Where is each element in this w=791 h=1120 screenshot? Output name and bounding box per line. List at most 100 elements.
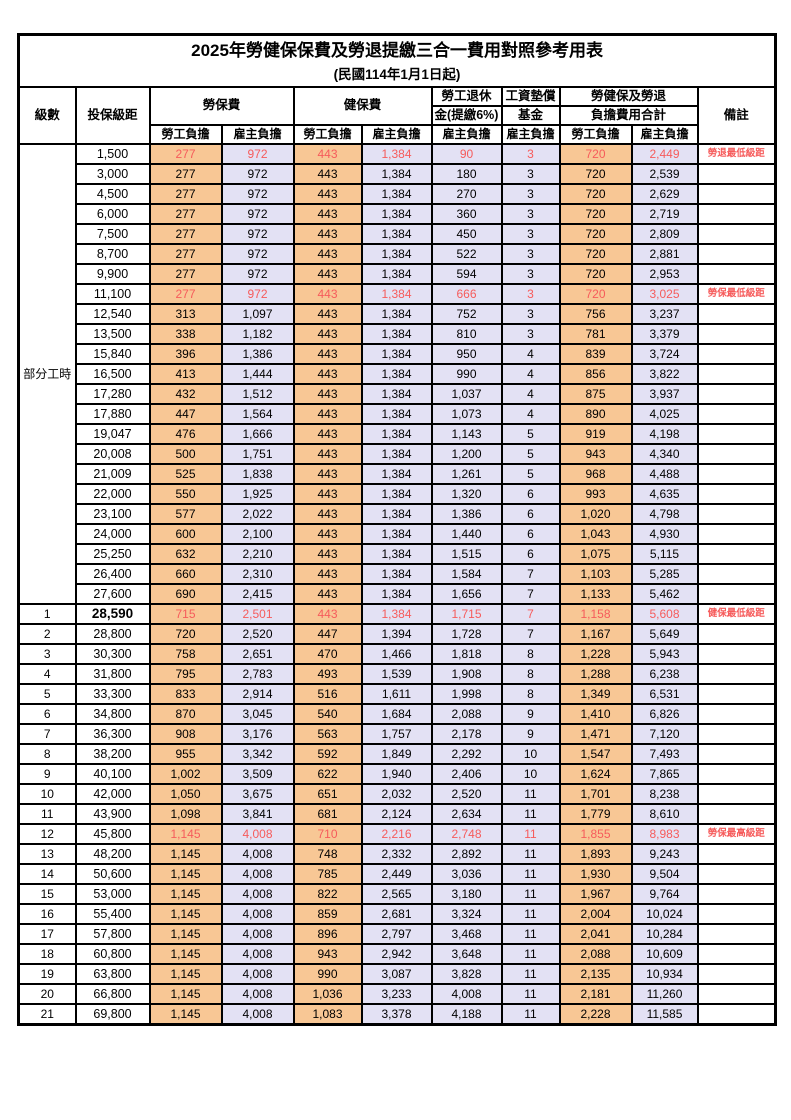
cell-health-employee: 943 bbox=[292, 942, 363, 965]
cell-pension-employer: 2,178 bbox=[430, 722, 503, 745]
cell-total-employee: 856 bbox=[558, 362, 633, 385]
cell-pension-employer: 594 bbox=[430, 262, 503, 285]
cell-bracket: 17,880 bbox=[74, 402, 151, 425]
col-header-wage-fund-line1: 工資墊償 bbox=[500, 85, 561, 107]
col-header-health-fee: 健保費 bbox=[292, 85, 433, 126]
cell-total-employer: 10,609 bbox=[630, 942, 699, 965]
cell-health-employer: 2,681 bbox=[360, 902, 433, 925]
cell-health-employee: 681 bbox=[292, 802, 363, 825]
cell-pension-employer: 990 bbox=[430, 362, 503, 385]
cell-note bbox=[696, 982, 777, 1005]
fee-comparison-table: 2025年勞健保保費及勞退提繳三合一費用對照參考用表 (民國114年1月1日起)… bbox=[17, 33, 778, 1026]
cell-health-employer: 2,797 bbox=[360, 922, 433, 945]
cell-total-employee: 2,135 bbox=[558, 962, 633, 985]
cell-labor-employer: 2,415 bbox=[220, 582, 295, 605]
cell-health-employer: 1,384 bbox=[360, 282, 433, 305]
cell-health-employer: 1,384 bbox=[360, 382, 433, 405]
table-row: 22,000 550 1,925 443 1,384 1,320 6 993 4,635 bbox=[19, 482, 777, 505]
cell-wage-fund-employer: 3 bbox=[500, 142, 561, 165]
cell-labor-employer: 4,008 bbox=[220, 862, 295, 885]
cell-health-employer: 1,684 bbox=[360, 702, 433, 725]
cell-total-employee: 839 bbox=[558, 342, 633, 365]
cell-pension-employer: 1,261 bbox=[430, 462, 503, 485]
table-title-block: 2025年勞健保保費及勞退提繳三合一費用對照參考用表 (民國114年1月1日起) bbox=[17, 33, 777, 88]
cell-wage-fund-employer: 5 bbox=[500, 442, 561, 465]
cell-health-employer: 1,384 bbox=[360, 542, 433, 565]
cell-bracket: 57,800 bbox=[74, 922, 151, 945]
cell-note bbox=[696, 362, 777, 385]
table-row: 5 33,300 833 2,914 516 1,611 1,998 8 1,349 6,531 bbox=[17, 682, 777, 705]
cell-total-employer: 4,798 bbox=[630, 502, 699, 525]
cell-bracket: 60,800 bbox=[74, 942, 151, 965]
cell-total-employee: 1,075 bbox=[558, 542, 633, 565]
col-header-bracket: 投保級距 bbox=[74, 85, 151, 145]
cell-bracket: 23,100 bbox=[74, 502, 151, 525]
cell-level: 15 bbox=[17, 882, 77, 905]
table-row: 2 28,800 720 2,520 447 1,394 1,728 7 1,167 5,649 bbox=[17, 622, 777, 645]
cell-pension-employer: 270 bbox=[430, 182, 503, 205]
table-row: 21 69,800 1,145 4,008 1,083 3,378 4,188 11 2,228… bbox=[17, 1002, 777, 1025]
cell-bracket: 9,900 bbox=[74, 262, 151, 285]
cell-labor-employee: 1,145 bbox=[148, 1002, 223, 1025]
cell-bracket: 31,800 bbox=[74, 662, 151, 685]
cell-labor-employer: 2,914 bbox=[220, 682, 295, 705]
cell-total-employer: 5,462 bbox=[630, 582, 699, 605]
col-header-pension-line2: 金(提繳6%) bbox=[430, 104, 503, 126]
cell-labor-employer: 1,512 bbox=[220, 382, 295, 405]
cell-pension-employer: 90 bbox=[430, 142, 503, 165]
cell-bracket: 27,600 bbox=[74, 582, 151, 605]
subheader-labor-employer: 雇主負擔 bbox=[220, 123, 295, 145]
cell-health-employer: 1,384 bbox=[360, 162, 433, 185]
cell-bracket: 53,000 bbox=[74, 882, 151, 905]
cell-health-employer: 2,124 bbox=[360, 802, 433, 825]
cell-total-employer: 11,260 bbox=[630, 982, 699, 1005]
cell-note bbox=[696, 862, 777, 885]
cell-total-employer: 8,610 bbox=[630, 802, 699, 825]
cell-total-employer: 2,629 bbox=[630, 182, 699, 205]
cell-health-employer: 3,233 bbox=[360, 982, 433, 1005]
cell-labor-employee: 720 bbox=[148, 622, 223, 645]
cell-total-employee: 2,004 bbox=[558, 902, 633, 925]
cell-bracket: 11,100 bbox=[74, 282, 151, 305]
table-row: 6 34,800 870 3,045 540 1,684 2,088 9 1,410 6,826 bbox=[17, 702, 777, 725]
cell-wage-fund-employer: 11 bbox=[500, 962, 561, 985]
cell-health-employer: 1,384 bbox=[360, 302, 433, 325]
cell-labor-employer: 972 bbox=[220, 142, 295, 165]
cell-level: 20 bbox=[17, 982, 77, 1005]
cell-health-employer: 1,384 bbox=[360, 242, 433, 265]
cell-labor-employer: 972 bbox=[220, 202, 295, 225]
cell-note bbox=[696, 222, 777, 245]
cell-total-employee: 1,167 bbox=[558, 622, 633, 645]
cell-note bbox=[696, 482, 777, 505]
table-row: 7 36,300 908 3,176 563 1,757 2,178 9 1,471 7,120 bbox=[17, 722, 777, 745]
cell-level: 14 bbox=[17, 862, 77, 885]
cell-health-employer: 1,611 bbox=[360, 682, 433, 705]
cell-section-part-time: 部分工時 bbox=[17, 142, 77, 605]
cell-note bbox=[696, 842, 777, 865]
table-row: 18 60,800 1,145 4,008 943 2,942 3,648 11 2,088 10… bbox=[17, 942, 777, 965]
cell-wage-fund-employer: 3 bbox=[500, 302, 561, 325]
cell-labor-employee: 955 bbox=[148, 742, 223, 765]
cell-total-employer: 7,865 bbox=[630, 762, 699, 785]
cell-health-employee: 443 bbox=[292, 222, 363, 245]
cell-health-employee: 447 bbox=[292, 622, 363, 645]
cell-note bbox=[696, 522, 777, 545]
cell-bracket: 30,300 bbox=[74, 642, 151, 665]
cell-health-employee: 710 bbox=[292, 822, 363, 845]
cell-total-employee: 919 bbox=[558, 422, 633, 445]
cell-note bbox=[696, 722, 777, 745]
cell-wage-fund-employer: 11 bbox=[500, 1002, 561, 1025]
cell-level: 19 bbox=[17, 962, 77, 985]
subheader-total-employee: 勞工負擔 bbox=[558, 123, 633, 145]
cell-health-employer: 2,332 bbox=[360, 842, 433, 865]
cell-labor-employer: 2,210 bbox=[220, 542, 295, 565]
cell-health-employee: 443 bbox=[292, 202, 363, 225]
cell-note bbox=[696, 962, 777, 985]
cell-health-employee: 443 bbox=[292, 602, 363, 625]
cell-labor-employee: 833 bbox=[148, 682, 223, 705]
cell-pension-employer: 1,200 bbox=[430, 442, 503, 465]
cell-wage-fund-employer: 3 bbox=[500, 182, 561, 205]
cell-labor-employer: 1,751 bbox=[220, 442, 295, 465]
cell-pension-employer: 360 bbox=[430, 202, 503, 225]
cell-pension-employer: 3,828 bbox=[430, 962, 503, 985]
